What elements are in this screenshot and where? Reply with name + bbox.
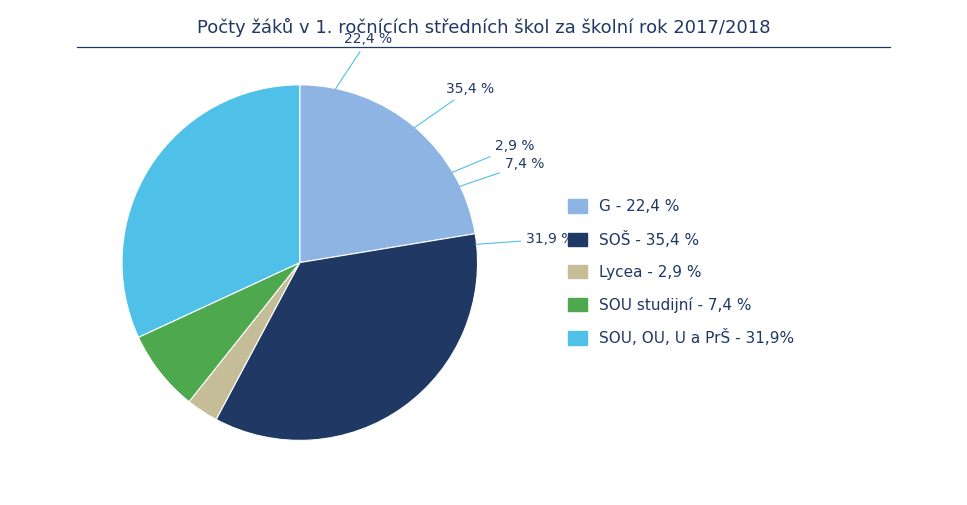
Text: Počty žáků v 1. ročnících středních škol za školní rok 2017/2018: Počty žáků v 1. ročnících středních škol… <box>196 18 771 37</box>
Wedge shape <box>216 234 478 440</box>
Text: 7,4 %: 7,4 % <box>459 157 544 186</box>
Legend: G - 22,4 %, SOŠ - 35,4 %, Lycea - 2,9 %, SOU studijní - 7,4 %, SOU, OU, U a PrŠ : G - 22,4 %, SOŠ - 35,4 %, Lycea - 2,9 %,… <box>569 199 794 346</box>
Text: 2,9 %: 2,9 % <box>452 139 535 173</box>
Wedge shape <box>190 263 300 420</box>
Text: 35,4 %: 35,4 % <box>414 81 494 128</box>
Wedge shape <box>300 85 475 263</box>
Wedge shape <box>122 85 300 337</box>
Text: 31,9 %: 31,9 % <box>476 232 574 246</box>
Text: 22,4 %: 22,4 % <box>336 32 392 89</box>
Wedge shape <box>138 263 300 401</box>
